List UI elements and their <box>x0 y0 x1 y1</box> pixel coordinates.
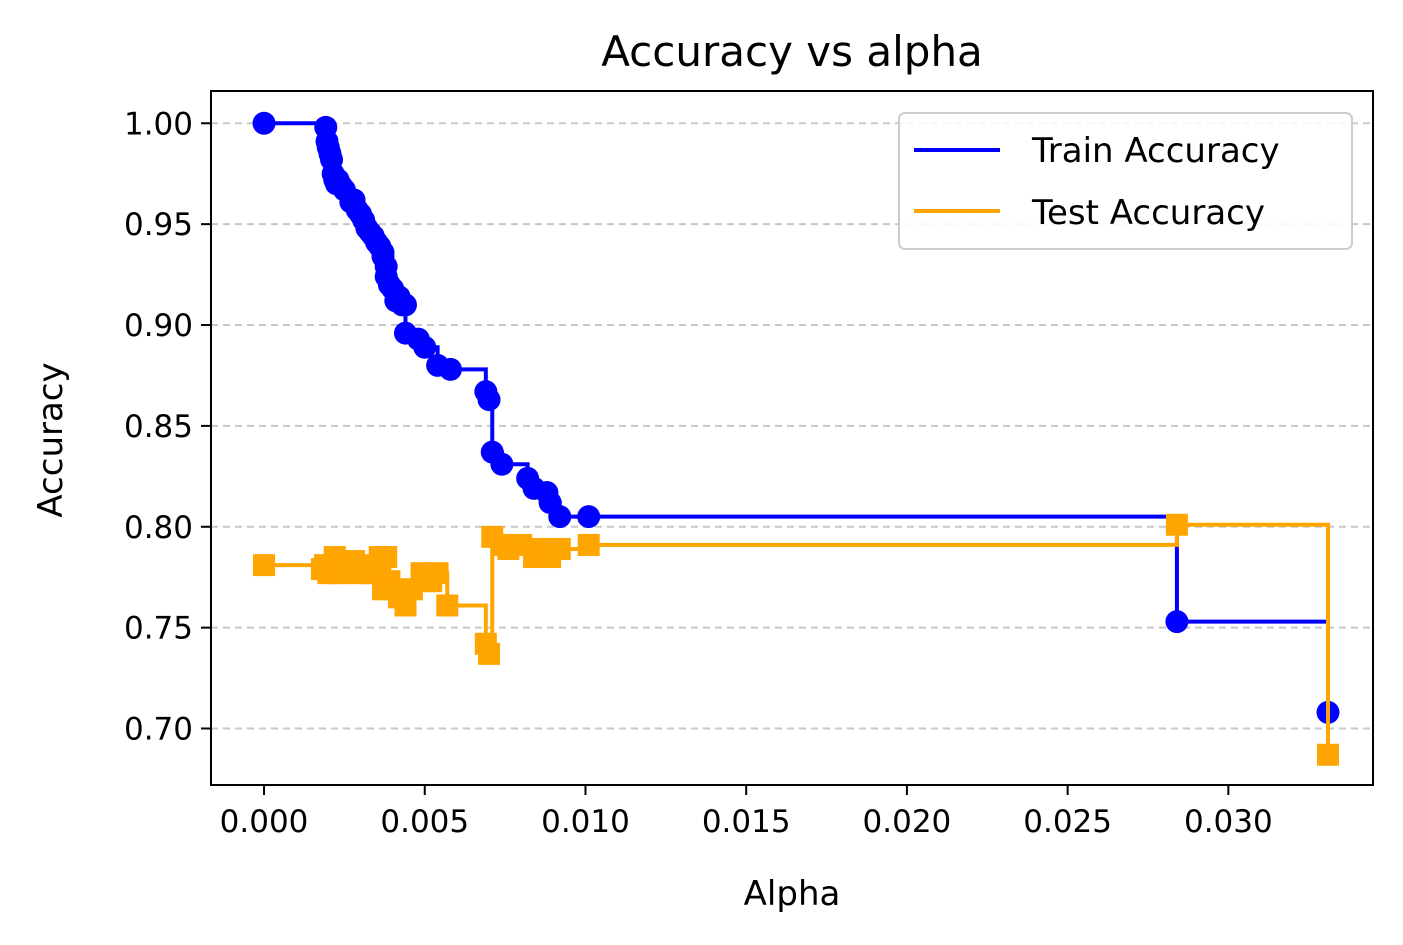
y-tick-label: 0.90 <box>124 308 193 344</box>
point-train <box>252 111 276 135</box>
point-test <box>1165 513 1188 536</box>
point-test <box>426 562 449 585</box>
y-tick-label: 0.70 <box>124 712 193 748</box>
y-axis-ticks: 0.70 0.75 0.80 0.85 0.90 0.95 1.00 <box>124 106 211 748</box>
point-train <box>477 388 501 412</box>
point-test <box>548 537 571 560</box>
y-tick-label: 0.75 <box>124 611 193 647</box>
x-axis-ticks: 0.000 0.005 0.010 0.015 0.020 0.025 0.030 <box>220 785 1273 840</box>
legend: Train Accuracy Test Accuracy <box>898 112 1353 250</box>
x-tick-label: 0.025 <box>1023 804 1112 840</box>
x-tick-label: 0.015 <box>702 804 791 840</box>
y-tick-label: 0.80 <box>124 510 193 546</box>
plot-frame <box>210 90 1374 786</box>
x-tick-label: 0.020 <box>863 804 952 840</box>
y-axis-label: Accuracy <box>31 362 71 517</box>
point-train <box>393 293 417 317</box>
legend-label-test: Test Accuracy <box>1031 193 1265 233</box>
y-tick-label: 0.85 <box>124 409 193 445</box>
x-tick-label: 0.030 <box>1184 804 1273 840</box>
point-train <box>438 357 462 381</box>
point-test <box>478 642 501 665</box>
point-train <box>577 505 601 529</box>
x-tick-label: 0.000 <box>220 804 309 840</box>
point-test <box>577 533 600 556</box>
legend-box <box>898 112 1353 250</box>
point-train <box>548 505 572 529</box>
point-train <box>1165 610 1189 634</box>
x-tick-label: 0.010 <box>541 804 630 840</box>
point-test <box>436 594 459 617</box>
chart-title: Accuracy vs alpha <box>601 27 983 76</box>
x-axis-label: Alpha <box>744 874 841 914</box>
legend-label-train: Train Accuracy <box>1031 131 1280 171</box>
x-tick-label: 0.005 <box>380 804 469 840</box>
point-test <box>375 546 398 569</box>
point-train <box>413 335 437 359</box>
point-test <box>1316 743 1339 766</box>
point-test <box>253 554 276 577</box>
y-tick-label: 1.00 <box>124 106 193 142</box>
plot-series <box>252 111 1340 766</box>
point-train <box>490 452 514 476</box>
y-tick-label: 0.95 <box>124 207 193 243</box>
